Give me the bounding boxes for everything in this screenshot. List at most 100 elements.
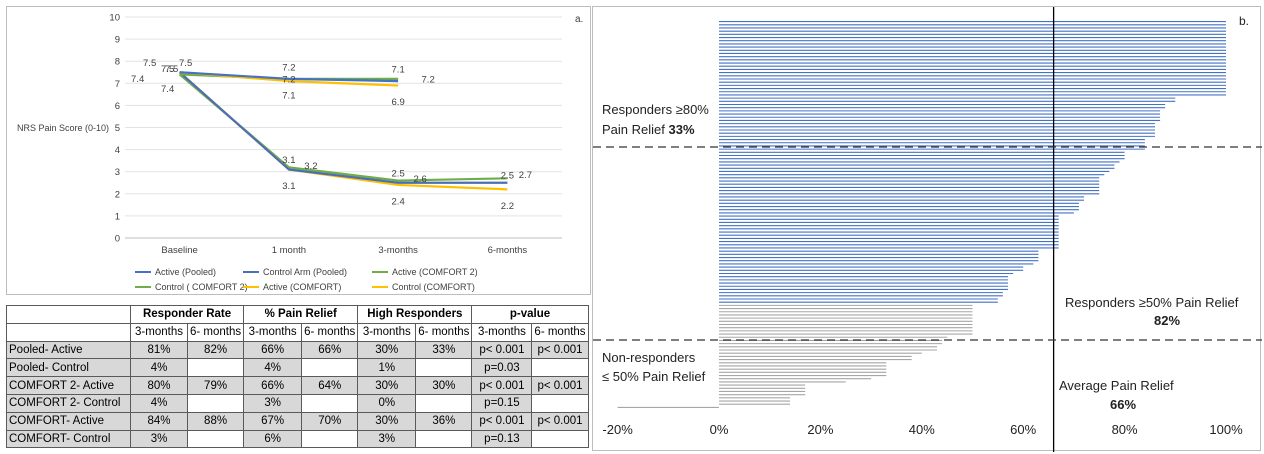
table-cell xyxy=(531,429,589,449)
legend-label: Active (Pooled) xyxy=(155,267,216,277)
table-sub-header: 6- months xyxy=(531,322,589,342)
table-cell: p< 0.001 xyxy=(471,411,533,431)
responder-table-wrap: Responder Rate % Pain Relief High Respon… xyxy=(6,305,589,449)
responder-table: Responder Rate % Pain Relief High Respon… xyxy=(6,305,589,449)
y-tick-label: 4 xyxy=(115,145,120,156)
data-label: 7.5 xyxy=(161,64,174,75)
table-sub-header: 6- months xyxy=(415,322,473,342)
table-cell: 88% xyxy=(186,411,245,431)
table-cell: 30% xyxy=(415,376,473,395)
series-line xyxy=(179,71,399,83)
legend-label: Control Arm (Pooled) xyxy=(263,267,347,277)
x-tick-label: 0% xyxy=(710,422,729,437)
x-tick-label: 6-months xyxy=(488,245,528,256)
table-cell: 6% xyxy=(243,429,303,449)
table-cell: 36% xyxy=(415,411,473,431)
y-tick-label: 9 xyxy=(115,35,120,46)
annotation-non-responders-line2: ≤ 50% Pain Relief xyxy=(602,369,706,384)
x-tick-label: 20% xyxy=(807,422,833,437)
table-cell: 66% xyxy=(243,340,303,360)
data-label: 7.2 xyxy=(282,62,295,73)
table-cell: 4% xyxy=(130,358,188,378)
table-cell: 0% xyxy=(357,393,417,413)
line-chart: 0 1 2 3 4 5 6 7 8 9 10 Baseline 1 month 3-months 6-mon… xyxy=(17,13,583,293)
data-label: 7.5 xyxy=(165,64,178,75)
y-tick-label: 7 xyxy=(115,79,120,90)
table-cell xyxy=(531,358,589,378)
table-row-label: COMFORT 2- Active xyxy=(6,376,131,395)
data-label: 2.6 xyxy=(414,174,427,185)
annotation-average-value: 66% xyxy=(1110,397,1136,412)
table-cell: p< 0.001 xyxy=(471,340,533,360)
table-group-header-row: Responder Rate % Pain Relief High Respon… xyxy=(6,305,589,324)
table-cell xyxy=(186,393,245,413)
table-cell xyxy=(415,429,473,449)
table-group-header: p-value xyxy=(471,305,589,324)
table-cell: p=0.03 xyxy=(471,358,533,378)
table-cell: 70% xyxy=(301,411,359,431)
table-row: COMFORT 2- Control 4% 3% 0% p=0.15 xyxy=(6,393,589,413)
table-cell: 81% xyxy=(130,340,188,360)
y-tick-label: 0 xyxy=(115,234,120,245)
table-cell: p< 0.001 xyxy=(531,411,589,431)
table-row-label: COMFORT- Active xyxy=(6,411,131,431)
table-row-label: Pooled- Control xyxy=(6,358,131,378)
table-cell: 4% xyxy=(243,358,303,378)
table-row: COMFORT- Active 84% 88% 67% 70% 30% 36% p< 0.00… xyxy=(6,411,589,431)
x-tick-label: Baseline xyxy=(161,245,197,256)
table-cell: 64% xyxy=(301,376,359,395)
table-cell: 30% xyxy=(357,340,417,360)
data-label: 7.2 xyxy=(422,74,435,85)
data-label: 7.1 xyxy=(392,65,405,76)
table-cell: 33% xyxy=(415,340,473,360)
table-cell: 3% xyxy=(357,429,417,449)
table-row: COMFORT 2- Active 80% 79% 66% 64% 30% 30% p< 0.… xyxy=(6,376,589,395)
data-label: 6.9 xyxy=(392,97,405,108)
legend-label: Control (COMFORT) xyxy=(392,282,475,292)
data-label: 7.5 xyxy=(179,58,192,69)
table-cell xyxy=(301,358,359,378)
table-cell: 30% xyxy=(357,376,417,395)
table-cell: 3% xyxy=(243,393,303,413)
x-tick-label: 100% xyxy=(1209,422,1243,437)
y-tick-label: 10 xyxy=(109,13,120,24)
table-sub-header: 3-months xyxy=(130,322,188,342)
data-label: 2.7 xyxy=(519,170,532,181)
line-chart-panel: 0 1 2 3 4 5 6 7 8 9 10 Baseline 1 month 3-months 6-mon… xyxy=(6,6,591,295)
table-cell: 1% xyxy=(357,358,417,378)
x-tick-label: 1 month xyxy=(272,245,306,256)
annotation-value: 33% xyxy=(668,122,694,137)
table-group-header: Responder Rate xyxy=(129,305,245,324)
table-row-label: Pooled- Active xyxy=(6,340,131,360)
data-label: 7.1 xyxy=(282,91,295,102)
table-cell: 67% xyxy=(243,411,303,431)
data-label: 2.5 xyxy=(501,170,514,181)
table-group-header: % Pain Relief xyxy=(243,305,359,324)
table-sub-header: 6- months xyxy=(301,322,359,342)
table-cell: 3% xyxy=(130,429,188,449)
table-sub-header: 6- months xyxy=(186,322,245,342)
table-cell: 84% xyxy=(130,411,188,431)
y-tick-label: 6 xyxy=(115,101,120,112)
y-axis-title: NRS Pain Score (0-10) xyxy=(17,123,109,133)
table-sub-header: 3-months xyxy=(471,322,533,342)
legend-label: Control ( COMFORT 2) xyxy=(155,282,248,292)
y-tick-label: 1 xyxy=(115,211,120,222)
table-cell: p=0.13 xyxy=(471,429,533,449)
data-label: 7.2 xyxy=(282,74,295,85)
table-cell xyxy=(531,393,589,413)
table-cell: 30% xyxy=(357,411,417,431)
annotation-responders-80-line2: Pain Relief 33% xyxy=(602,122,695,137)
y-tick-label: 3 xyxy=(115,167,120,178)
table-cell: 79% xyxy=(186,376,245,395)
data-label: 2.2 xyxy=(501,201,514,212)
table-sub-header: 3-months xyxy=(243,322,303,342)
table-cell: p< 0.001 xyxy=(531,376,589,395)
table-row: Pooled- Control 4% 4% 1% p=0.03 xyxy=(6,358,589,378)
table-cell xyxy=(301,393,359,413)
table-sub-header-row: 3-months 6- months 3-months 6- months 3-… xyxy=(6,322,589,342)
table-cell xyxy=(186,429,245,449)
table-cell: 80% xyxy=(130,376,188,395)
table-cell xyxy=(415,393,473,413)
data-label: 2.5 xyxy=(392,168,405,179)
